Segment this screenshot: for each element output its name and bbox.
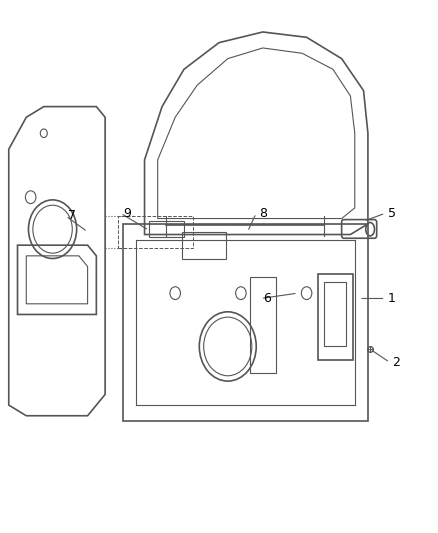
Text: 6: 6 bbox=[263, 292, 271, 305]
Bar bbox=[149, 221, 184, 237]
Bar bbox=[182, 232, 226, 259]
Text: 8: 8 bbox=[259, 207, 267, 220]
Text: 2: 2 bbox=[392, 356, 400, 369]
Text: 9: 9 bbox=[123, 207, 131, 220]
Bar bbox=[324, 282, 346, 346]
Text: 1: 1 bbox=[388, 292, 396, 305]
Text: 5: 5 bbox=[388, 207, 396, 220]
Bar bbox=[118, 216, 193, 248]
Text: 7: 7 bbox=[68, 209, 76, 222]
Bar bbox=[250, 277, 276, 373]
